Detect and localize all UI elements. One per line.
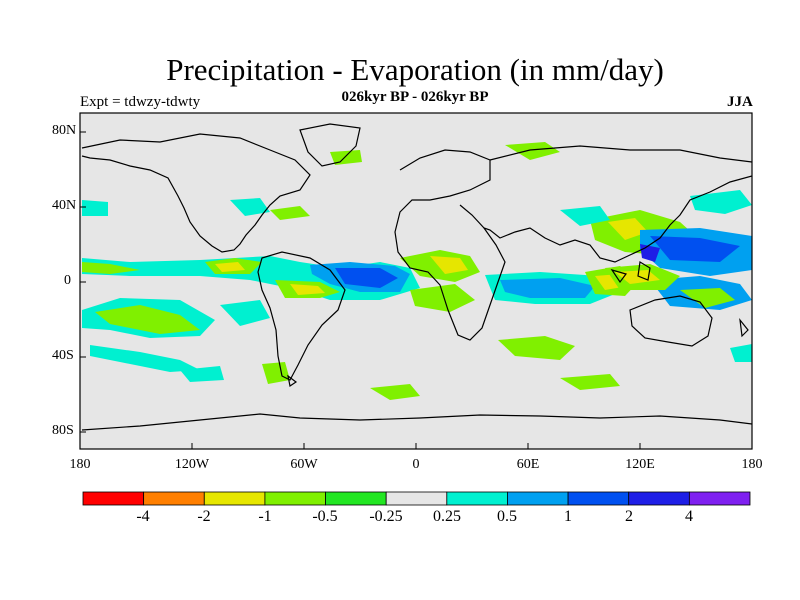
anomaly-region bbox=[82, 262, 140, 274]
anomaly-region bbox=[690, 190, 752, 214]
coastline-north-america bbox=[81, 133, 311, 253]
longitude-ticks bbox=[79, 443, 753, 449]
colorbar-swatch bbox=[688, 491, 751, 506]
colorbar bbox=[82, 491, 751, 506]
chart-title: Precipitation - Evaporation (in mm/day) bbox=[166, 52, 664, 87]
colorbar-label: -0.5 bbox=[312, 508, 338, 525]
anomaly-region bbox=[650, 236, 740, 262]
lon-label-60e: 60E bbox=[516, 457, 540, 472]
coastlines bbox=[81, 123, 752, 431]
map-panel bbox=[80, 113, 752, 449]
anomaly-region bbox=[410, 284, 475, 312]
anomaly-region bbox=[560, 374, 620, 390]
lat-label-40s: 40S bbox=[52, 348, 74, 363]
lon-label-120e: 120E bbox=[625, 457, 655, 472]
anomaly-region bbox=[180, 366, 224, 382]
season-label: JJA bbox=[727, 94, 753, 110]
lon-label-0: 0 bbox=[412, 457, 420, 472]
colorbar-swatch bbox=[567, 491, 630, 506]
anomaly-region bbox=[500, 278, 595, 298]
anomaly-region bbox=[370, 384, 420, 400]
lon-label-60w: 60W bbox=[290, 457, 318, 472]
coastline-australia bbox=[629, 295, 713, 347]
anomaly-region bbox=[430, 256, 468, 274]
lon-label-180w: 180 bbox=[69, 457, 91, 472]
colorbar-label: 2 bbox=[625, 508, 633, 525]
anomaly-region bbox=[90, 345, 200, 372]
anomaly-region bbox=[290, 284, 325, 295]
anomaly-region bbox=[220, 300, 270, 326]
coastline-asia bbox=[483, 145, 752, 263]
colorbar-label: -2 bbox=[197, 508, 211, 525]
latitude-ticks bbox=[80, 131, 86, 433]
colorbar-label: 0.5 bbox=[497, 508, 517, 525]
colorbar-swatch bbox=[203, 491, 266, 506]
lat-label-80n: 80N bbox=[52, 123, 77, 138]
colorbar-swatch bbox=[628, 491, 690, 506]
anomaly-region bbox=[330, 150, 362, 165]
coastline-antarctica bbox=[81, 413, 752, 431]
colorbar-label: 0.25 bbox=[433, 508, 461, 525]
anomaly-region bbox=[230, 198, 270, 216]
lat-label-0: 0 bbox=[64, 273, 71, 288]
colorbar-label: -0.25 bbox=[369, 508, 403, 525]
colorbar-swatch bbox=[264, 491, 326, 506]
colorbar-label: 4 bbox=[685, 508, 693, 525]
anomaly-region bbox=[82, 256, 420, 300]
anomaly-region bbox=[680, 288, 735, 308]
colorbar-label: -4 bbox=[136, 508, 150, 525]
colorbar-swatch bbox=[446, 491, 508, 506]
anomaly-region bbox=[82, 200, 108, 216]
anomaly-region bbox=[262, 362, 290, 384]
coastline-south-america bbox=[257, 251, 346, 381]
colorbar-label: -1 bbox=[258, 508, 272, 525]
anomaly-region bbox=[608, 218, 648, 240]
anomaly-region bbox=[730, 344, 752, 362]
anomaly-region bbox=[95, 305, 200, 334]
anomaly-region bbox=[498, 336, 575, 360]
anomaly-region bbox=[215, 262, 245, 272]
colorbar-swatch bbox=[507, 491, 569, 506]
experiment-label: Expt = tdwzy-tdwty bbox=[80, 94, 201, 110]
anomaly-region bbox=[270, 206, 310, 220]
coastline-greenland bbox=[299, 123, 361, 167]
lon-label-180e: 180 bbox=[741, 457, 763, 472]
colorbar-swatch bbox=[325, 491, 387, 506]
lat-label-80s: 80S bbox=[52, 423, 74, 438]
lat-label-40n: 40N bbox=[52, 198, 77, 213]
anomaly-region bbox=[505, 142, 560, 160]
colorbar-swatch bbox=[82, 491, 145, 506]
anomaly-region bbox=[560, 206, 610, 226]
coastline-europe-africa bbox=[394, 149, 506, 341]
colorbar-label: 1 bbox=[564, 508, 572, 525]
anomaly-region bbox=[335, 268, 398, 288]
colorbar-swatch bbox=[143, 491, 205, 506]
coastline-islands bbox=[287, 261, 749, 387]
colorbar-swatch bbox=[385, 491, 448, 506]
lon-label-120w: 120W bbox=[174, 457, 210, 472]
chart-subtitle: 026kyr BP - 026kyr BP bbox=[341, 89, 489, 105]
